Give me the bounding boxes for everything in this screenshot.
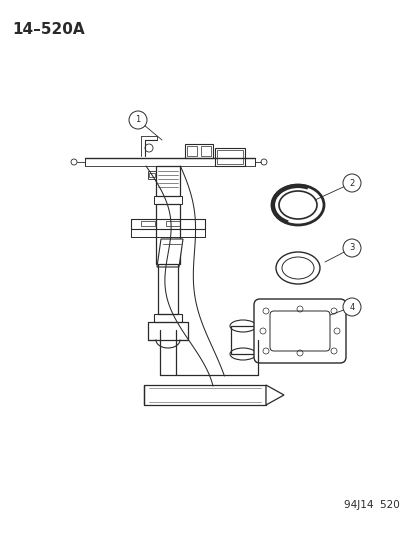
Bar: [144, 385, 266, 405]
Bar: [166, 221, 180, 226]
Bar: [187, 146, 197, 156]
Bar: [230, 326, 256, 354]
FancyBboxPatch shape: [269, 311, 329, 351]
Bar: [131, 219, 204, 229]
Text: 4: 4: [349, 303, 354, 311]
Bar: [201, 146, 211, 156]
Text: 14–520A: 14–520A: [12, 22, 84, 37]
Bar: [216, 150, 242, 164]
Polygon shape: [266, 385, 283, 405]
Bar: [156, 166, 180, 196]
Text: 1: 1: [135, 116, 140, 125]
Bar: [156, 204, 180, 264]
Text: 94J14  520: 94J14 520: [344, 500, 399, 510]
Circle shape: [342, 174, 360, 192]
Circle shape: [129, 111, 147, 129]
Bar: [147, 171, 156, 179]
Circle shape: [342, 239, 360, 257]
Bar: [147, 322, 188, 340]
FancyBboxPatch shape: [254, 299, 345, 363]
Bar: [154, 314, 182, 322]
Bar: [149, 173, 154, 177]
Bar: [185, 144, 212, 158]
Text: 3: 3: [349, 244, 354, 253]
Bar: [154, 196, 182, 204]
Bar: [214, 148, 244, 166]
Text: 2: 2: [349, 179, 354, 188]
Bar: [158, 264, 178, 314]
Polygon shape: [157, 239, 183, 267]
Bar: [141, 221, 154, 226]
Circle shape: [342, 298, 360, 316]
